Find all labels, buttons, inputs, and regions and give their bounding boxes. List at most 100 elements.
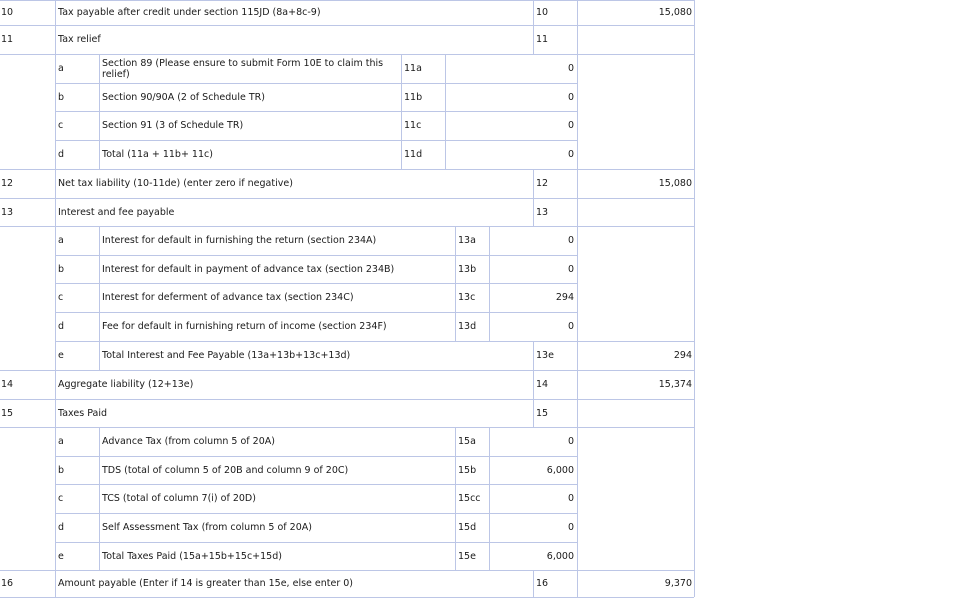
sub-item-label: TDS (total of column 5 of 20B and column… (102, 465, 349, 476)
line-amount: 15,080 (658, 178, 692, 189)
row-number: 10 (1, 7, 14, 18)
row-border (55, 456, 577, 457)
line-code: 13d (458, 321, 477, 332)
column-border (455, 427, 456, 456)
row-number: 13 (1, 207, 14, 218)
sub-item-letter: a (58, 63, 64, 74)
line-code: 11a (404, 63, 422, 74)
column-border (694, 427, 695, 456)
row-label: Amount payable (Enter if 14 is greater t… (58, 578, 354, 589)
column-border (694, 399, 695, 427)
column-border (99, 484, 100, 513)
line-code: 11c (404, 120, 422, 131)
row-border (0, 25, 694, 26)
line-value: 0 (567, 63, 574, 74)
line-value: 0 (567, 235, 574, 246)
column-border (489, 542, 490, 570)
line-value: 0 (567, 149, 574, 160)
column-border (577, 283, 578, 312)
column-border (99, 513, 100, 542)
column-border (533, 370, 534, 399)
column-border (55, 312, 56, 341)
column-border (533, 169, 534, 198)
row-border (0, 198, 694, 199)
sub-item-label: Interest for deferment of advance tax (s… (102, 292, 354, 303)
line-amount: 15,374 (658, 379, 692, 390)
sub-item-letter: d (58, 522, 65, 533)
line-value: 0 (567, 120, 574, 131)
line-code: 13c (458, 292, 476, 303)
column-border (694, 226, 695, 255)
column-border (99, 542, 100, 570)
column-border (489, 427, 490, 456)
row-border (0, 570, 694, 571)
column-border (577, 542, 578, 570)
line-value: 0 (567, 264, 574, 275)
line-amount: 15,080 (658, 7, 692, 18)
column-border (577, 427, 578, 456)
column-border (99, 341, 100, 370)
row-border (0, 0, 694, 1)
column-border (55, 140, 56, 169)
column-border (99, 255, 100, 283)
sub-item-label: Section 91 (3 of Schedule TR) (102, 120, 244, 131)
column-border (55, 226, 56, 255)
line-code: 15 (536, 408, 549, 419)
column-border (401, 83, 402, 111)
line-code: 15cc (458, 493, 481, 504)
line-value: 6,000 (546, 551, 574, 562)
row-number: 16 (1, 578, 14, 589)
column-border (55, 169, 56, 198)
line-value: 6,000 (546, 465, 574, 476)
column-border (99, 283, 100, 312)
row-label: Tax payable after credit under section 1… (58, 7, 321, 18)
sub-item-letter: c (58, 493, 64, 504)
column-border (489, 484, 490, 513)
line-value: 0 (567, 493, 574, 504)
sub-item-letter: b (58, 264, 65, 275)
column-border (577, 54, 578, 83)
sub-item-label: Section 90/90A (2 of Schedule TR) (102, 92, 265, 103)
sub-item-label: TCS (total of column 7(i) of 20D) (102, 493, 256, 504)
column-border (577, 83, 578, 111)
column-border (55, 427, 56, 456)
column-border (489, 255, 490, 283)
column-border (694, 456, 695, 484)
column-border (455, 255, 456, 283)
column-border (577, 25, 578, 54)
line-value: 0 (567, 436, 574, 447)
column-border (577, 341, 578, 370)
line-code: 11d (404, 149, 423, 160)
column-border (55, 0, 56, 25)
column-border (694, 111, 695, 140)
row-border (55, 542, 577, 543)
row-border (0, 399, 694, 400)
column-border (694, 370, 695, 399)
column-border (99, 111, 100, 140)
column-border (489, 312, 490, 341)
column-border (455, 312, 456, 341)
line-amount: 9,370 (664, 578, 692, 589)
line-code: 14 (536, 379, 549, 390)
sub-item-letter: a (58, 436, 64, 447)
column-border (455, 484, 456, 513)
sub-item-letter: d (58, 149, 65, 160)
row-label: Tax relief (58, 34, 101, 45)
column-border (445, 140, 446, 169)
column-border (99, 456, 100, 484)
column-border (55, 570, 56, 597)
sub-item-letter: c (58, 292, 64, 303)
row-border (55, 83, 577, 84)
sub-item-label: Self Assessment Tax (from column 5 of 20… (102, 522, 312, 533)
column-border (55, 484, 56, 513)
column-border (694, 25, 695, 54)
row-label: Interest and fee payable (58, 207, 175, 218)
row-border (55, 255, 577, 256)
column-border (489, 456, 490, 484)
column-border (694, 513, 695, 542)
column-border (55, 341, 56, 370)
row-border (55, 513, 577, 514)
column-border (577, 399, 578, 427)
column-border (577, 484, 578, 513)
